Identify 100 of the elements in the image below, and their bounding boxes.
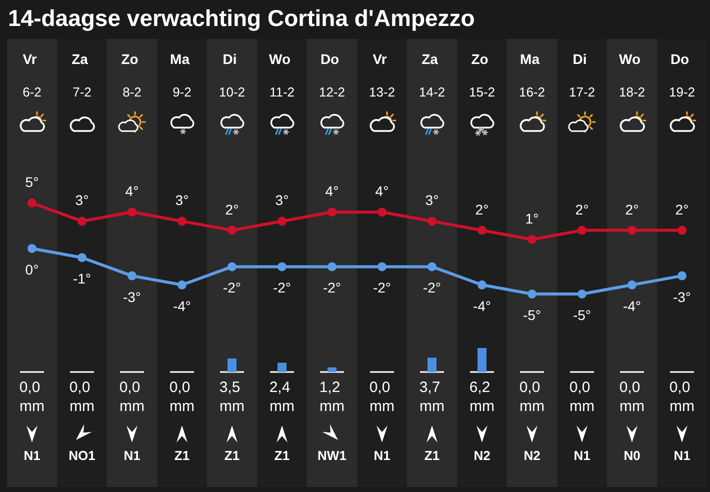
data-label: 0,0 mm — [19, 379, 44, 415]
point — [128, 208, 136, 217]
data-label: 4° — [125, 183, 139, 200]
bar — [428, 358, 436, 372]
category-label: Za 7-2 — [72, 51, 92, 100]
data-label: 0,0 mm — [669, 379, 694, 415]
text: N1 — [374, 448, 390, 463]
data-label: 2,4 mm — [269, 379, 294, 415]
category-label: Zo 15-2 — [468, 51, 496, 100]
point — [628, 226, 636, 235]
data-label: 1° — [525, 210, 539, 226]
point — [478, 280, 486, 290]
data-label: -3° — [122, 288, 142, 305]
point — [228, 262, 236, 272]
point — [428, 216, 436, 226]
data-label: 0,0 mm — [519, 379, 544, 415]
data-label: 0,0 mm — [569, 379, 594, 415]
data-label: 4° — [325, 183, 339, 200]
data-label: 0,0 mm — [619, 379, 644, 415]
point — [28, 244, 36, 253]
point — [178, 280, 186, 290]
data-label: -2° — [422, 280, 442, 296]
text: N1 — [24, 448, 40, 463]
bar — [228, 358, 236, 372]
data-label: -2° — [222, 280, 242, 296]
data-label: -1° — [72, 270, 92, 287]
data-label: 0,0 mm — [69, 379, 94, 415]
data-label: 3° — [275, 192, 289, 208]
bar — [278, 362, 286, 372]
category-label: Wo 18-2 — [618, 51, 646, 100]
data-label: -4° — [622, 298, 642, 314]
data-label: 0,0 mm — [119, 379, 144, 415]
point — [28, 198, 36, 208]
data-label: 3° — [425, 192, 439, 208]
point — [78, 253, 86, 262]
data-label: 2° — [625, 201, 639, 218]
category-label: Ma 16-2 — [518, 51, 546, 100]
text: N1 — [674, 448, 690, 463]
point — [528, 290, 536, 298]
point — [378, 208, 386, 217]
category-label: Vr 13-2 — [368, 51, 396, 100]
data-label: 2° — [575, 201, 589, 218]
category-label: Wo 11-2 — [269, 51, 295, 100]
point — [328, 262, 336, 272]
text: Z1 — [174, 448, 190, 463]
category-label: Zo 8-2 — [121, 51, 142, 100]
point — [478, 226, 486, 235]
data-label: -3° — [672, 288, 692, 305]
point — [78, 216, 86, 226]
point — [578, 290, 586, 298]
bar — [478, 348, 486, 372]
category-label: Di 17-2 — [568, 51, 596, 100]
category-label: Do 19-2 — [668, 51, 696, 100]
point — [378, 262, 386, 272]
text: N1 — [574, 448, 590, 463]
data-label: 0° — [25, 262, 39, 278]
text: N0 — [624, 448, 640, 463]
data-label: 3° — [175, 192, 189, 208]
data-label: 3,5 mm — [219, 379, 244, 415]
text: Z1 — [274, 448, 290, 463]
data-label: 0,0 mm — [169, 379, 194, 415]
data-label: 2° — [225, 201, 239, 218]
data-label: 4° — [375, 183, 389, 200]
data-label: 5° — [25, 174, 39, 190]
point — [278, 262, 286, 272]
point — [128, 271, 136, 280]
point — [178, 216, 186, 226]
data-label: -4° — [172, 298, 192, 314]
text: N2 — [474, 448, 490, 463]
category-label: Di 10-2 — [218, 51, 246, 100]
data-label: 3,7 mm — [419, 379, 444, 415]
point — [278, 216, 286, 226]
category-label: Vr 6-2 — [22, 51, 42, 100]
data-label: 1,2 mm — [319, 379, 344, 415]
category-label: Ma 9-2 — [170, 51, 192, 100]
category-label: Za 14-2 — [418, 51, 446, 100]
text: N2 — [524, 448, 540, 463]
data-label: -2° — [322, 280, 342, 296]
text: Z1 — [224, 448, 240, 463]
data-label: -5° — [572, 307, 592, 323]
data-label: 6,2 mm — [469, 379, 494, 415]
point — [228, 226, 236, 235]
data-label: 3° — [75, 192, 89, 208]
point — [578, 226, 586, 235]
data-label: 2° — [475, 201, 489, 218]
point — [678, 271, 686, 280]
data-label: -2° — [272, 280, 292, 296]
point — [678, 226, 686, 235]
data-label: -2° — [372, 280, 392, 296]
point — [528, 234, 536, 244]
data-label: -5° — [522, 307, 542, 323]
point — [628, 280, 636, 290]
bar — [328, 367, 336, 372]
point — [328, 208, 336, 217]
category-label: Do 12-2 — [318, 51, 346, 100]
point — [428, 262, 436, 272]
chart-title: 14-daagse verwachting Cortina d'Ampezzo — [8, 5, 475, 31]
text: NO1 — [68, 448, 96, 463]
text: Z1 — [424, 448, 440, 463]
data-label: -4° — [472, 298, 492, 314]
